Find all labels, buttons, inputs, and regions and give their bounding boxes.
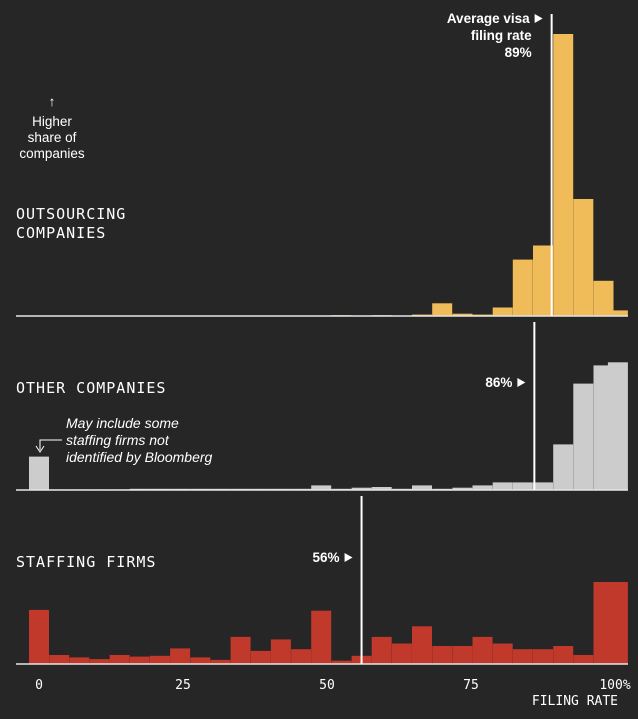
panel-staffing-firms: STAFFING FIRMS 56%	[16, 496, 628, 665]
histogram-bar	[492, 482, 513, 490]
note-line: staffing firms not	[66, 432, 170, 448]
histogram-bar	[452, 313, 473, 316]
x-tick-label: 50	[319, 678, 335, 693]
histogram-bar	[512, 649, 533, 664]
histogram-bar	[170, 648, 191, 664]
y-axis-annotation-line: Higher	[32, 114, 72, 129]
histogram-bar	[533, 482, 553, 490]
histogram-bar	[472, 636, 493, 664]
panel-other-companies: OTHER COMPANIES 86% May include somestaffi…	[16, 322, 628, 491]
average-label: Average visa filing rate 89%	[447, 11, 543, 60]
histogram-bar	[371, 487, 392, 490]
histogram-bar	[391, 643, 412, 664]
histogram-bar	[311, 485, 332, 490]
histogram-bar	[129, 656, 150, 664]
histogram-bar	[573, 383, 594, 490]
pointer-triangle-icon	[517, 378, 526, 387]
histogram-bar	[607, 310, 628, 316]
histogram-bar	[452, 646, 473, 664]
histogram-bar	[412, 626, 432, 664]
histogram-bar	[331, 660, 352, 664]
histogram-bar	[311, 610, 332, 664]
histogram-bar	[89, 659, 110, 664]
histogram-bar	[553, 34, 574, 316]
average-label-line: filing rate	[471, 28, 532, 43]
x-axis: 0 25 50 75 100%FILING RATE	[35, 678, 631, 709]
pointer-triangle-icon	[344, 553, 353, 562]
histogram-bar	[150, 655, 170, 664]
histogram-bar	[69, 657, 90, 664]
histogram-bar	[452, 487, 473, 490]
x-tick-label: 100%	[599, 678, 630, 693]
histogram-bar	[371, 636, 392, 664]
average-label-line: Average visa	[447, 11, 530, 26]
histogram-bar	[109, 655, 130, 664]
note-leader-line	[39, 439, 62, 450]
y-axis-annotation-line: share of	[28, 130, 77, 145]
x-tick-label: 25	[175, 678, 191, 693]
histogram-bar	[210, 659, 231, 664]
x-tick-label: 75	[463, 678, 479, 693]
histogram-bar	[593, 280, 614, 317]
histogram-bar	[472, 485, 493, 490]
x-axis-label: FILING RATE	[532, 694, 618, 709]
histogram-bar	[573, 199, 594, 316]
average-label-line: 56%	[313, 550, 340, 565]
histogram-bar	[533, 649, 553, 664]
histogram-bar	[533, 245, 553, 316]
panel-label: OTHER COMPANIES	[16, 379, 166, 397]
histogram-bar	[492, 643, 513, 664]
note-arrow-icon	[35, 445, 45, 453]
histogram-bar	[432, 646, 453, 664]
histogram-bar	[432, 303, 453, 316]
y-axis-annotation-line: companies	[19, 146, 85, 161]
average-label: 56%	[313, 550, 353, 565]
average-label: 86%	[485, 375, 526, 390]
pointer-triangle-icon	[534, 14, 543, 23]
histogram-bar	[573, 655, 594, 664]
note-line: May include some	[66, 415, 179, 431]
up-arrow-icon: ↑	[49, 94, 56, 109]
panel-label: OUTSOURCING	[16, 205, 126, 223]
x-tick-label: 0	[35, 678, 43, 693]
histogram-bar	[351, 487, 372, 490]
histogram-bar	[29, 609, 49, 664]
note-line: identified by Bloomberg	[66, 449, 213, 465]
histogram-bar	[29, 456, 49, 490]
histogram-bar	[412, 485, 432, 490]
average-label-line: 89%	[505, 45, 532, 60]
histogram-bar	[49, 655, 70, 664]
histogram-bar	[553, 444, 574, 490]
histogram-bar	[230, 636, 251, 664]
average-label-line: 86%	[485, 375, 512, 390]
histogram-bar	[492, 307, 513, 316]
histogram-bar	[190, 657, 211, 664]
panel-label: STAFFING FIRMS	[16, 553, 156, 571]
histogram-bar	[607, 362, 628, 490]
panel-label: COMPANIES	[16, 224, 106, 242]
histogram-bar	[270, 639, 291, 664]
histogram-bar	[512, 482, 533, 490]
histogram-bar	[607, 582, 628, 664]
histogram-bar	[553, 646, 574, 664]
histogram-bar	[291, 649, 312, 664]
histogram-bar	[512, 259, 533, 316]
histogram-bar	[250, 650, 271, 664]
